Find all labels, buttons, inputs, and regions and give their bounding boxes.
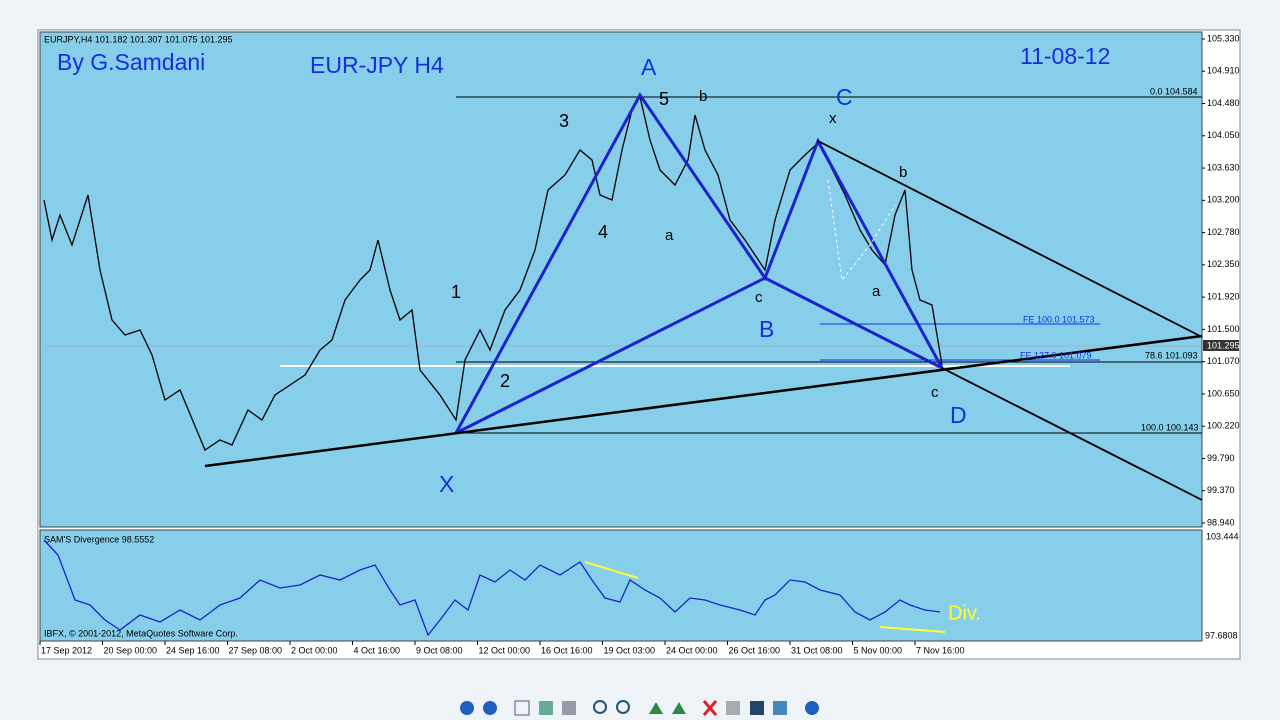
wave-label: 4 <box>598 222 608 242</box>
current-price: 101.295 <box>1207 340 1240 350</box>
move-button[interactable] <box>539 701 553 715</box>
time-label: 26 Oct 16:00 <box>729 645 781 655</box>
time-label: 20 Sep 00:00 <box>104 645 158 655</box>
fib-label: 78.6 101.093 <box>1145 350 1198 360</box>
divergence-line <box>584 561 639 579</box>
wave-label: 2 <box>500 371 510 391</box>
fib-label: FE 127.0 101.079 <box>1020 350 1092 360</box>
toolbar <box>460 700 819 716</box>
price-label: 104.050 <box>1207 130 1240 140</box>
time-label: 27 Sep 08:00 <box>229 645 283 655</box>
next-button[interactable] <box>483 701 497 715</box>
wave-label: b <box>699 88 707 105</box>
price-label: 101.920 <box>1207 292 1240 302</box>
print-button[interactable] <box>726 701 740 715</box>
price-label: 99.370 <box>1207 485 1235 495</box>
indicator-axis-label: 103.444 <box>1206 531 1239 541</box>
div-note: Div. <box>948 602 981 624</box>
xabcd-pattern <box>454 92 944 435</box>
close-button[interactable] <box>702 700 718 716</box>
price-label: 104.910 <box>1207 66 1240 76</box>
time-label: 16 Oct 16:00 <box>541 645 593 655</box>
point-label: A <box>641 54 657 80</box>
copyright: IBFX, © 2001-2012, MetaQuotes Software C… <box>44 628 238 638</box>
image-button[interactable] <box>773 701 787 715</box>
time-label: 24 Oct 00:00 <box>666 645 718 655</box>
price-label: 100.650 <box>1207 388 1240 398</box>
time-axis: 17 Sep 2012 20 Sep 00:00 24 Sep 16:00 27 Se… <box>39 641 965 655</box>
price-label: 103.200 <box>1207 195 1240 205</box>
author: By G.Samdani <box>57 49 205 75</box>
time-label: 2 Oct 00:00 <box>291 645 338 655</box>
price-path <box>43 95 943 451</box>
time-label: 24 Sep 16:00 <box>166 645 220 655</box>
fib-label: FE 100.0 101.573 <box>1023 314 1095 324</box>
pair: EUR-JPY H4 <box>310 52 444 78</box>
fib-label: 0.0 104.584 <box>1150 86 1198 96</box>
price-label: 98.940 <box>1207 517 1235 527</box>
time-label: 12 Oct 00:00 <box>479 645 531 655</box>
wave-label: b <box>899 164 907 181</box>
price-label: 103.630 <box>1207 162 1240 172</box>
indicator-name: SAM'S Divergence 98.5552 <box>44 534 154 544</box>
price-label: 100.220 <box>1207 421 1240 431</box>
wave-label: a <box>872 283 881 300</box>
levels <box>456 96 1202 434</box>
price-axis: 105.330 104.910 104.480 104.050 103.630 103.2… <box>1202 33 1240 527</box>
trendlines <box>204 140 1203 501</box>
price-label: 99.790 <box>1207 453 1235 463</box>
fit-button[interactable] <box>514 700 530 716</box>
time-label: 7 Nov 16:00 <box>916 645 965 655</box>
zoom-out-button[interactable] <box>616 700 630 714</box>
divergence-line <box>879 626 946 633</box>
wave-label: c <box>755 289 763 306</box>
date: 11-08-12 <box>1020 43 1110 69</box>
wave-label: 5 <box>659 89 669 109</box>
time-label: 19 Oct 03:00 <box>604 645 656 655</box>
tool-button[interactable] <box>649 702 663 714</box>
time-label: 5 Nov 00:00 <box>854 645 903 655</box>
wave-label: a <box>665 227 674 244</box>
time-label: 9 Oct 08:00 <box>416 645 463 655</box>
price-label: 104.480 <box>1207 98 1240 108</box>
price-label: 101.500 <box>1207 324 1240 334</box>
time-label: 17 Sep 2012 <box>41 645 92 655</box>
indicator-axis-label: 97.6808 <box>1205 630 1238 640</box>
indicator-panel <box>39 529 1203 642</box>
price-label: 105.330 <box>1207 33 1240 43</box>
sub-wave <box>827 179 896 282</box>
chart-info: EURJPY,H4 101.182 101.307 101.075 101.29… <box>44 34 233 44</box>
point-label: D <box>950 402 967 428</box>
wave-label: 3 <box>559 111 569 131</box>
time-label: 4 Oct 16:00 <box>354 645 401 655</box>
price-label: 102.780 <box>1207 227 1240 237</box>
time-label: 31 Oct 08:00 <box>791 645 843 655</box>
point-label: C <box>836 84 853 110</box>
wave-label: 1 <box>451 282 461 302</box>
indicator-line <box>43 539 941 637</box>
point-label: X <box>439 471 454 497</box>
wave-label: c <box>931 384 939 401</box>
save-button[interactable] <box>750 701 764 715</box>
prev-button[interactable] <box>460 701 474 715</box>
wave-label: x <box>829 110 837 127</box>
fib-label: 100.0 100.143 <box>1141 422 1199 432</box>
zoom-in-button[interactable] <box>593 700 607 714</box>
help-button[interactable] <box>805 701 819 715</box>
main-chart <box>39 31 1203 528</box>
price-label: 102.350 <box>1207 259 1240 269</box>
price-tag <box>1203 340 1239 351</box>
tool-button[interactable] <box>672 702 686 714</box>
point-label: B <box>759 316 774 342</box>
price-label: 101.070 <box>1207 356 1240 366</box>
select-button[interactable] <box>562 701 576 715</box>
